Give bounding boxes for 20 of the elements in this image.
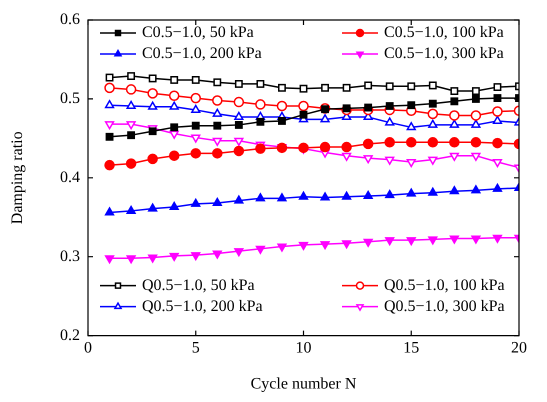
x-tick-label: 10 bbox=[296, 339, 312, 356]
legend-label: C0.5−1.0, 100 kPa bbox=[384, 24, 504, 42]
legend-label: Q0.5−1.0, 100 kPa bbox=[384, 276, 505, 294]
y-tick-label: 0.6 bbox=[60, 11, 80, 28]
y-tick-label: 0.2 bbox=[60, 326, 80, 344]
y-tick-label: 0.5 bbox=[60, 90, 80, 108]
x-tick-label: 0 bbox=[84, 339, 92, 356]
x-tick-label: 5 bbox=[192, 339, 200, 356]
legend-label: C0.5−1.0, 300 kPa bbox=[384, 45, 504, 62]
y-tick-label: 0.3 bbox=[60, 248, 80, 265]
x-axis-title: Cycle number N bbox=[250, 376, 357, 393]
legend-label: Q0.5−1.0, 50 kPa bbox=[142, 276, 255, 294]
legend-label: C0.5−1.0, 200 kPa bbox=[142, 45, 262, 62]
x-tick-label: 15 bbox=[403, 339, 420, 356]
x-tick-label: 20 bbox=[511, 339, 527, 356]
legend-label: C0.5−1.0, 50 kPa bbox=[142, 24, 254, 42]
legend-label: Q0.5−1.0, 300 kPa bbox=[384, 298, 505, 315]
legend-label: Q0.5−1.0, 200 kPa bbox=[142, 298, 263, 315]
y-tick-label: 0.4 bbox=[60, 169, 80, 186]
y-axis-title: Damping ratio bbox=[8, 131, 26, 224]
